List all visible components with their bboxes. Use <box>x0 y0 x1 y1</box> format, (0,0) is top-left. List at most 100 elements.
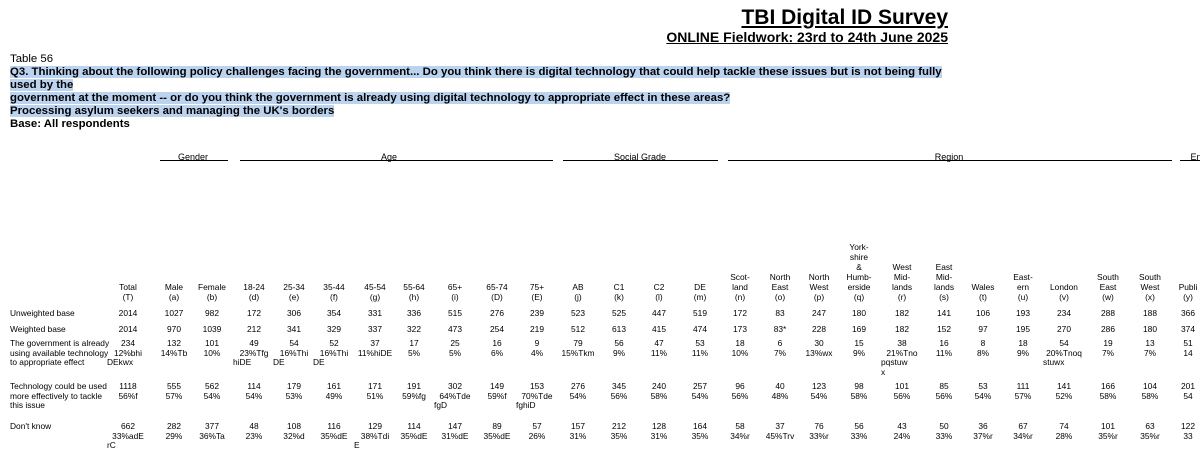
cell-percent: 14 <box>1183 347 1193 358</box>
column-code: (D) <box>491 292 503 302</box>
table-cell: 1027 <box>153 308 195 319</box>
cell-percent: 12%bhi <box>114 347 142 358</box>
cell-count: 240 <box>652 381 666 391</box>
cell-percent: 54% <box>810 390 828 401</box>
table-cell: 123 54% <box>798 381 840 401</box>
table-cell: 15 9% <box>838 338 880 358</box>
cell-count: 56 <box>614 338 624 348</box>
cell-percent: 11% <box>650 347 668 358</box>
cell-count: 16 <box>492 338 502 348</box>
table-cell: 234 12%bhi DEkwx <box>107 338 149 368</box>
column-code: (t) <box>979 292 987 302</box>
cell-count: 1027 <box>164 308 184 318</box>
cell-count: 83* <box>773 324 787 334</box>
column-label: South East <box>1097 272 1119 292</box>
cell-percent: 54% <box>691 390 709 401</box>
cell-percent: 58% <box>850 390 868 401</box>
table-cell: 37 45%Trv <box>759 421 801 441</box>
column-label: 18-24 <box>243 282 265 292</box>
table-cell: 247 <box>798 308 840 319</box>
cell-percent: 37%r <box>973 430 993 441</box>
table-cell: 662 33%adE rC <box>107 421 149 451</box>
cell-count: 108 <box>287 421 301 431</box>
cell-count: 331 <box>368 308 382 318</box>
cell-count: 228 <box>812 324 826 334</box>
cell-count: 182 <box>895 308 909 318</box>
table-cell: 374 <box>1167 324 1200 335</box>
column-code: (j) <box>574 292 582 302</box>
cell-percent: 56% <box>610 390 628 401</box>
table-cell: 219 <box>516 324 558 335</box>
table-cell: 67 34%r <box>1002 421 1044 441</box>
cell-count: 447 <box>652 308 666 318</box>
column-label: North East <box>769 272 791 292</box>
cell-count: 180 <box>1143 324 1157 334</box>
cell-sig-cont: DE <box>273 357 285 368</box>
column-code: (o) <box>774 292 786 302</box>
question-line-2: government at the moment -- or do you th… <box>10 92 731 104</box>
table-cell: 212 35% <box>598 421 640 441</box>
table-cell: 188 <box>1129 308 1171 319</box>
column-label: 35-44 <box>323 282 345 292</box>
column-header: C2 (l) <box>639 282 679 302</box>
table-cell: 970 <box>153 324 195 335</box>
column-header: South West (x) <box>1130 272 1170 302</box>
table-cell: 48 23% <box>233 421 275 441</box>
cell-percent: 7% <box>1101 347 1115 358</box>
table-cell: 169 <box>838 324 880 335</box>
cell-sig-cont: stuwx <box>1043 357 1065 368</box>
cell-percent: 35%dE <box>320 430 348 441</box>
cell-sig-cont: pqstuw <box>881 357 908 368</box>
cell-percent: 7% <box>1143 347 1157 358</box>
cell-count: 179 <box>287 381 301 391</box>
column-label: North West <box>808 272 830 292</box>
table-cell: 101 35%r <box>1087 421 1129 441</box>
table-cell: 161 49% <box>313 381 355 401</box>
cell-percent: 38%Tdi <box>360 430 390 441</box>
cell-count: 58 <box>735 421 745 431</box>
column-code: (p) <box>813 292 825 302</box>
cell-count: 234 <box>1057 308 1071 318</box>
cell-percent: 31%dE <box>441 430 469 441</box>
cell-percent: 48% <box>771 390 789 401</box>
cell-percent: 35% <box>610 430 628 441</box>
cell-count: 1039 <box>202 324 222 334</box>
cell-count: 18 <box>735 338 745 348</box>
table-cell: 57 26% <box>516 421 558 441</box>
column-code: (q) <box>853 292 865 302</box>
table-cell: 40 48% <box>759 381 801 401</box>
cell-percent: 11%hiDE <box>357 347 393 358</box>
cell-count: 85 <box>939 381 949 391</box>
column-header: 65+ (i) <box>435 282 475 302</box>
cell-count: 270 <box>1057 324 1071 334</box>
table-cell: 172 <box>719 308 761 319</box>
cell-percent: 58% <box>1099 390 1117 401</box>
table-cell: 147 31%dE <box>434 421 476 441</box>
column-label: London <box>1050 282 1078 292</box>
cell-count: 17 <box>409 338 419 348</box>
group-label: En <box>1190 152 1200 162</box>
group-label: Region <box>934 152 964 162</box>
table-cell: 366 <box>1167 308 1200 319</box>
group-underline <box>160 160 228 161</box>
cell-count: 377 <box>205 421 219 431</box>
cell-percent: 31% <box>569 430 587 441</box>
cell-percent: 5% <box>407 347 421 358</box>
cell-sig-cont: rC <box>107 440 116 451</box>
table-cell: 25 5% <box>434 338 476 358</box>
table-cell: 97 <box>962 324 1004 335</box>
cell-count: 212 <box>247 324 261 334</box>
table-cell: 83 <box>759 308 801 319</box>
cell-percent: 5% <box>448 347 462 358</box>
cell-percent: 64%Tde <box>439 390 471 401</box>
cell-count: 345 <box>612 381 626 391</box>
column-label: West Mid-lands <box>891 262 913 292</box>
table-cell: 329 <box>313 324 355 335</box>
column-label: 65-74 <box>486 282 508 292</box>
table-cell: 53 11% <box>679 338 721 358</box>
cell-percent: 57% <box>1014 390 1032 401</box>
cell-percent: 9% <box>612 347 626 358</box>
table-cell: 132 14%Tb <box>153 338 195 358</box>
cell-count: 341 <box>287 324 301 334</box>
table-cell: 228 <box>798 324 840 335</box>
